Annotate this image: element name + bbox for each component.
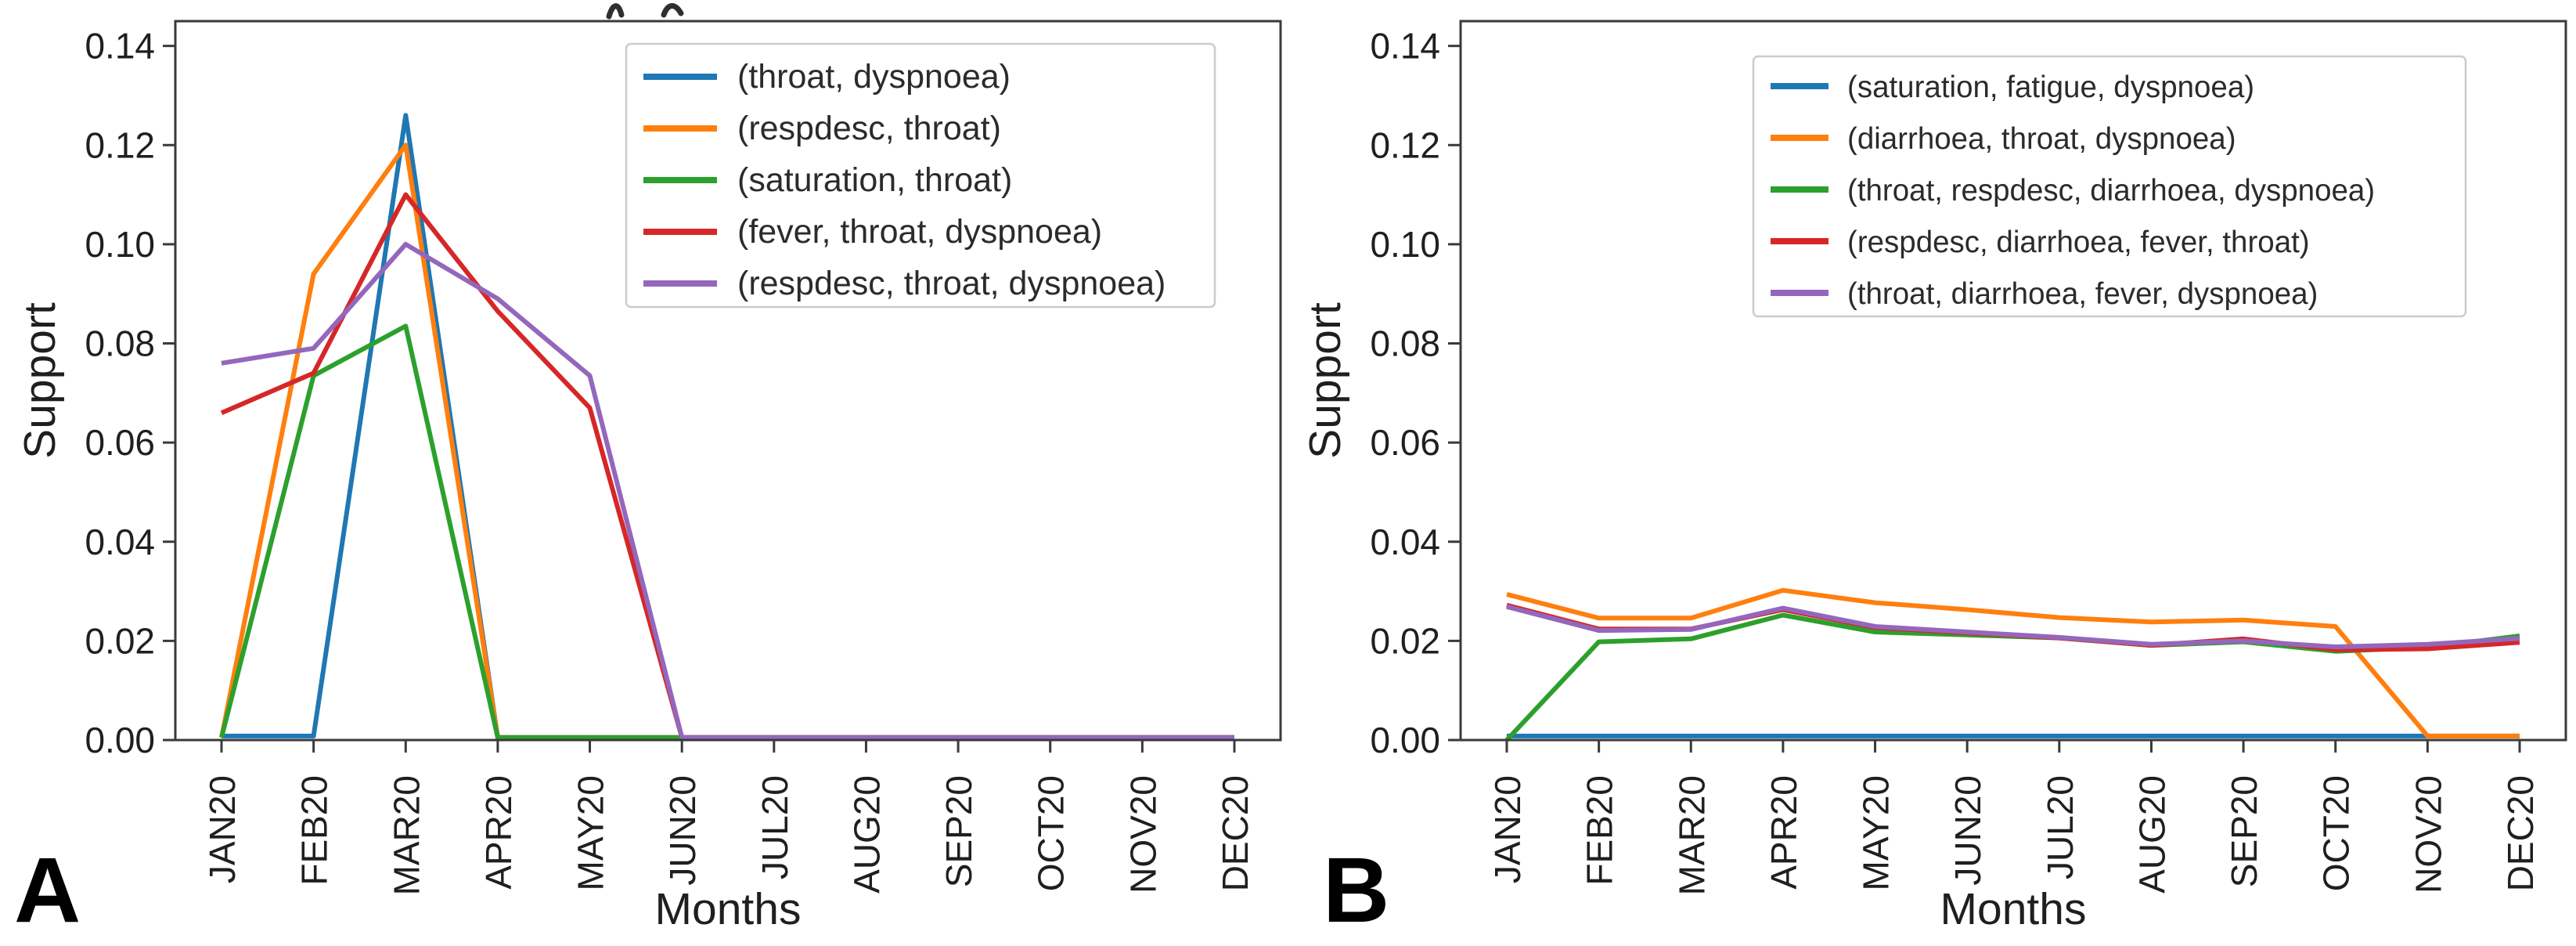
x-tick-label: MAY20: [1856, 775, 1897, 890]
legend-entry-label: (respdesc, diarrhoea, fever, throat): [1847, 226, 2310, 259]
panel-label-b: B: [1323, 839, 1390, 942]
legend-entry-label: (diarrhoea, throat, dyspnoea): [1847, 122, 2236, 156]
legend-entry-label: (saturation, throat): [737, 161, 1012, 199]
x-tick-label: FEB20: [1580, 775, 1620, 886]
legend-entry-label: (fever, throat, dyspnoea): [737, 213, 1102, 251]
plot-box: [174, 20, 1282, 742]
panel-b: 0.00 0.02 0.04 0.06 0.08 0.10 0.12 0.14 JAN20 FEB…: [1300, 20, 2567, 934]
y-tick-label: 0.08: [1370, 323, 1440, 364]
legend-entry-label: (throat, dyspnoea): [737, 58, 1011, 96]
series-line-5: [1506, 604, 2520, 649]
legend-box: [1752, 55, 2467, 318]
x-tick-label: MAY20: [571, 775, 611, 890]
x-tick-label: MAR20: [386, 775, 427, 895]
x-tick-label: NOV20: [1122, 775, 1163, 894]
legend-box: [625, 42, 1216, 309]
x-tick-label: SEP20: [939, 775, 979, 887]
panel-a: 0.00 0.02 0.04 0.06 0.08 0.10 0.12 0.14 JAN20 FEB…: [15, 3, 1282, 934]
x-tick-label: AUG20: [846, 775, 887, 894]
y-tick-label: 0.10: [85, 224, 155, 265]
y-tick-label: 0.00: [85, 720, 155, 760]
y-tick-label: 0.12: [1370, 125, 1440, 165]
x-tick-label: DEC20: [1215, 775, 1256, 891]
y-tick-label: 0.04: [1370, 522, 1440, 562]
x-tick-label: JUL20: [755, 775, 795, 879]
x-tick-label: JAN20: [1487, 775, 1528, 883]
plot-box: [1459, 20, 2567, 742]
x-tick-label: AUG20: [2131, 775, 2172, 894]
series-line-3: [219, 323, 1234, 740]
cropped-title-artifact: [661, 3, 684, 18]
x-tick-label: MAR20: [1671, 775, 1712, 895]
y-axis-label: Support: [1300, 302, 1350, 459]
y-tick-label: 0.00: [1370, 720, 1440, 760]
x-tick-label: OCT20: [1031, 775, 1072, 891]
legend-entry-label: (saturation, fatigue, dyspnoea): [1847, 70, 2254, 104]
y-tick-label: 0.08: [85, 323, 155, 364]
y-axis-label: Support: [15, 302, 65, 459]
legend-entry-label: (throat, diarrhoea, fever, dyspnoea): [1847, 277, 2318, 311]
y-tick-label: 0.14: [1370, 26, 1440, 67]
y-tick-label: 0.04: [85, 522, 155, 562]
legend-entry-label: (throat, respdesc, diarrhoea, dyspnoea): [1847, 174, 2375, 208]
x-tick-label: APR20: [1764, 775, 1804, 890]
x-tick-label: JUL20: [2040, 775, 2081, 879]
x-tick-label: DEC20: [2500, 775, 2541, 891]
x-tick-label: FEB20: [294, 775, 335, 886]
y-tick-label: 0.06: [85, 422, 155, 463]
panel-label-a: A: [14, 839, 81, 942]
x-tick-label: OCT20: [2316, 775, 2357, 891]
x-tick-label: JUN20: [662, 775, 703, 886]
series-line-5: [221, 241, 1234, 740]
legend-entry-label: (respdesc, throat): [737, 110, 1001, 147]
y-tick-label: 0.10: [1370, 224, 1440, 265]
x-axis-label: Months: [1940, 884, 2087, 934]
x-tick-label: JUN20: [1947, 775, 1988, 886]
legend-entry-label: (respdesc, throat, dyspnoea): [737, 265, 1166, 302]
x-tick-label: APR20: [478, 775, 519, 890]
y-tick-label: 0.14: [85, 26, 155, 67]
x-tick-label: JAN20: [202, 775, 243, 883]
x-tick-label: SEP20: [2224, 775, 2264, 887]
y-tick-label: 0.02: [1370, 620, 1440, 661]
x-tick-label: NOV20: [2408, 775, 2448, 894]
y-tick-label: 0.12: [85, 125, 155, 165]
y-tick-label: 0.06: [1370, 422, 1440, 463]
series-line-2: [1506, 587, 2520, 738]
y-tick-label: 0.02: [85, 620, 155, 661]
cropped-title-artifact: [606, 3, 625, 20]
x-axis-label: Months: [655, 884, 802, 934]
